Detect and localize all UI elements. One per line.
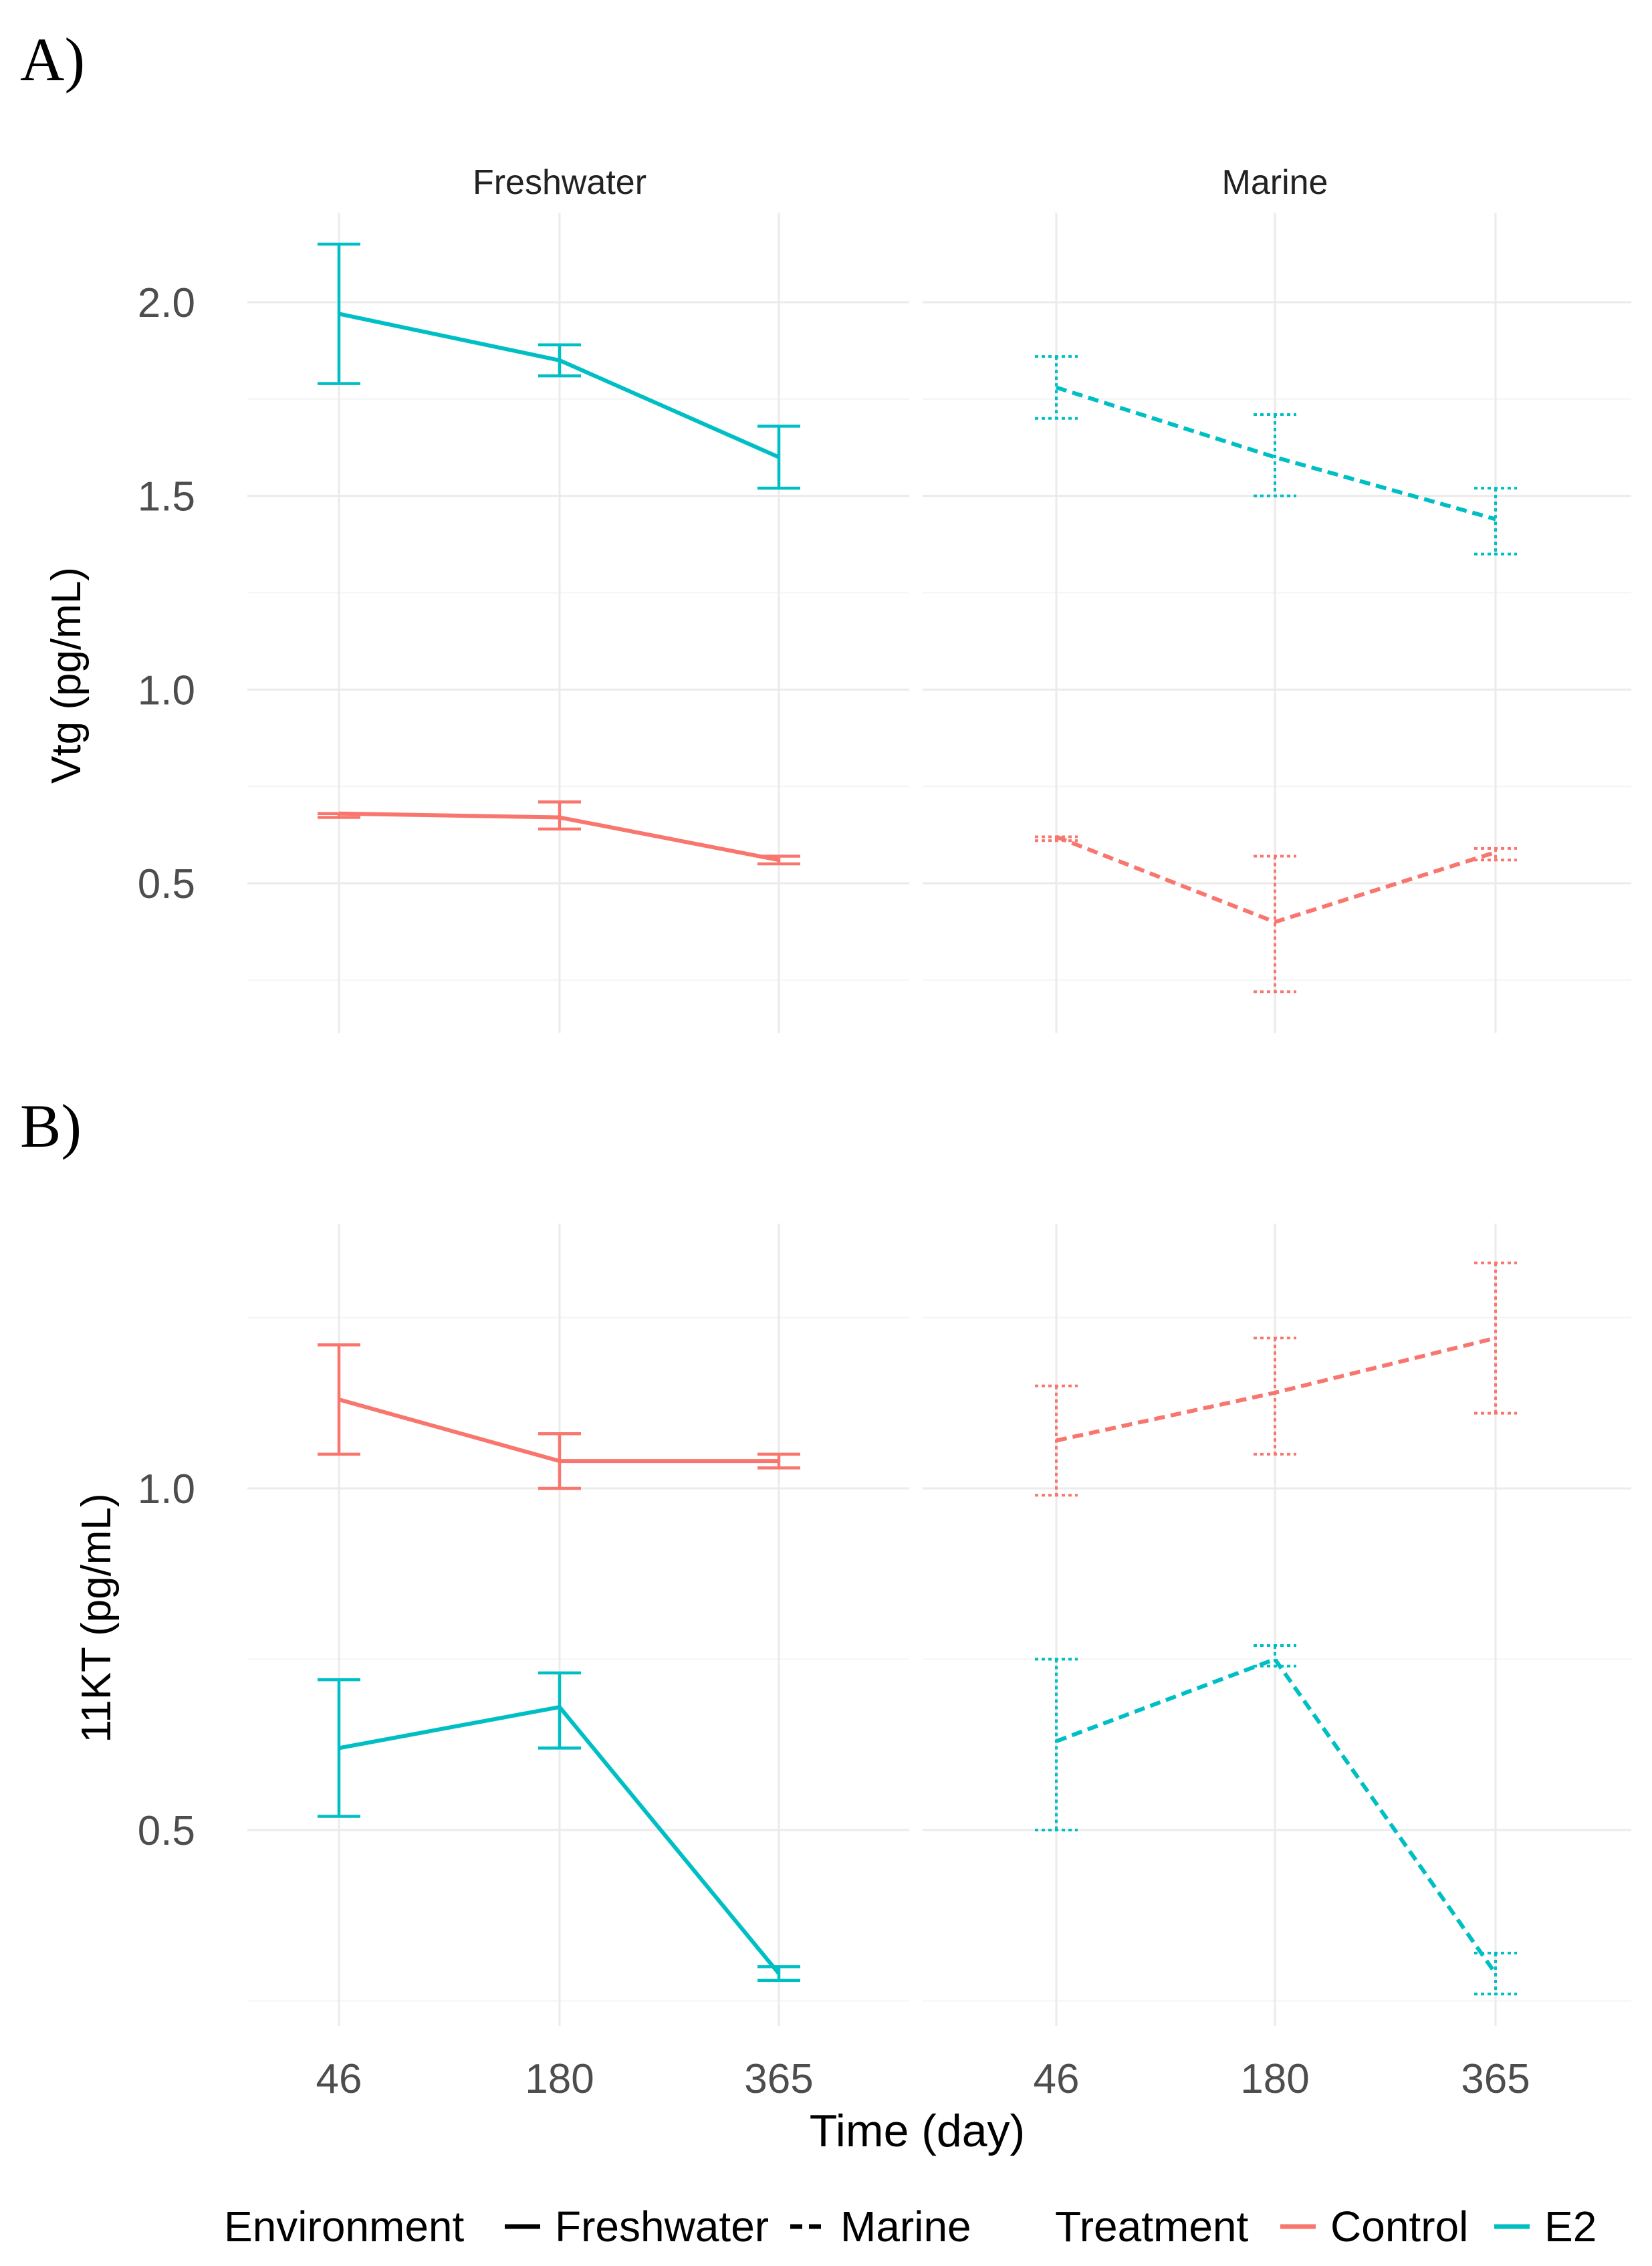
x-axis-label: Time (day) [810,2106,1025,2156]
panel-a: A) Freshwater Marine 0.5 1.0 1.5 2.0 Vtg (p… [20,25,1631,1033]
panel-a-marks [318,242,1517,994]
legend: Environment Freshwater Marine Treatment … [224,2202,1597,2251]
series-freshwater-e2 [318,242,800,490]
error-bar [538,1671,581,1750]
panel-b: B) 0.51.0 11KT (pg/mL) 46 180 365 46 180 365 … [20,1092,1631,2156]
panel-b-x-ticks: 46 180 365 46 180 365 [316,2056,1530,2102]
x-tick-label: 46 [1034,2056,1080,2102]
series-line [338,1705,781,1975]
legend-control-label: Control [1330,2202,1468,2251]
legend-e2-label: E2 [1544,2202,1597,2251]
panel-a-strip-marine: Marine [1222,163,1328,202]
y-tick-label: 2.0 [138,280,195,326]
series-line [338,312,780,459]
panel-a-label: A) [20,25,85,94]
y-tick-label: 1.0 [138,667,195,713]
y-tick-label: 0.5 [138,1808,195,1854]
panel-b-grid [247,1224,1631,2026]
panel-a-grid [247,213,1631,1033]
panel-b-label: B) [20,1092,82,1160]
y-tick-label: 1.5 [138,474,195,520]
x-tick-label: 46 [316,2056,362,2102]
x-tick-label: 365 [744,2056,813,2102]
series-marine-control [1035,834,1517,994]
series-line [338,1397,779,1464]
error-bar [1474,1261,1517,1415]
series-line [1056,385,1496,522]
error-bar [1474,487,1517,556]
series-line [338,811,780,863]
x-tick-label: 180 [1240,2056,1309,2102]
series-freshwater-e2 [318,1671,800,1982]
legend-marine-label: Marine [840,2202,971,2251]
series-line [1056,1336,1496,1443]
series-marine-control [1035,1261,1517,1497]
panel-a-y-axis-label: Vtg (pg/mL) [43,567,90,784]
error-bar [1474,846,1517,862]
error-bar [1035,1658,1078,1831]
legend-environment-title: Environment [224,2202,465,2251]
error-bar [1035,355,1078,420]
panel-a-strip-freshwater: Freshwater [473,163,646,202]
series-marine-e2 [1035,1644,1517,1996]
error-bar [1254,1337,1296,1456]
series-freshwater-control [318,1343,800,1490]
y-tick-label: 0.5 [138,861,195,907]
x-tick-label: 180 [525,2056,594,2102]
panel-b-marks [318,1261,1517,1996]
legend-treatment-title: Treatment [1055,2202,1249,2251]
series-line [1055,834,1496,924]
series-marine-e2 [1035,355,1517,556]
series-line [1055,1657,1498,1975]
legend-freshwater-label: Freshwater [555,2202,769,2251]
x-tick-label: 365 [1461,2056,1530,2102]
panel-b-y-ticks: 0.5 1.0 [138,1466,195,1854]
error-bar [1254,413,1296,497]
y-tick-label: 1.0 [138,1466,195,1512]
panel-b-y-axis-label: 11KT (pg/mL) [74,1493,120,1742]
panel-a-y-ticks: 0.5 1.0 1.5 2.0 [138,280,195,907]
series-freshwater-control [318,800,800,866]
